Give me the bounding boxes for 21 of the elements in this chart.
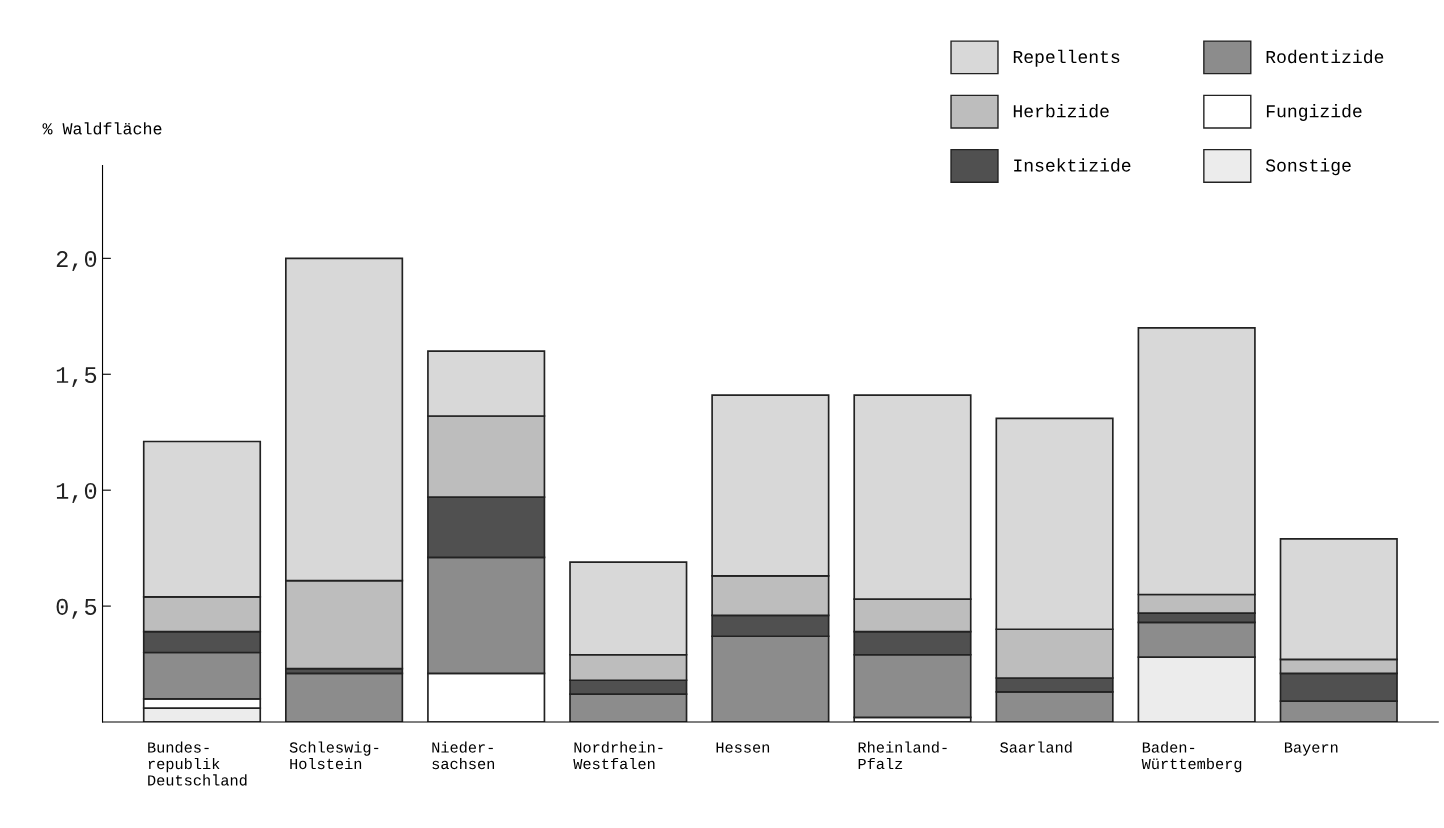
x-tick-label: Schleswig- Holstein <box>289 741 379 770</box>
y-axis-title: % Waldfläche <box>42 122 162 135</box>
x-tick-label: Nieder- sachsen <box>432 741 495 770</box>
legend-label: Herbizide <box>1013 104 1109 118</box>
x-tick-label: Hessen <box>716 742 770 753</box>
bar <box>284 672 404 723</box>
x-tick-label: Bundes- republik Deutschland <box>148 741 247 786</box>
legend-label: Insektizide <box>1014 158 1131 172</box>
y-tick-label: 2,0 <box>56 251 97 272</box>
x-tick-label: Baden- Württemberg <box>1141 741 1242 773</box>
y-tick-label: 0,5 <box>56 598 97 619</box>
legend-label: Fungizide <box>1266 104 1362 121</box>
x-tick-label: Saarland <box>1000 741 1072 753</box>
x-tick-label: Nordrhein- Westfalen <box>573 741 663 770</box>
y-tick-label: 1,0 <box>56 482 97 503</box>
legend-label: Rodentizide <box>1266 49 1384 64</box>
legend-label: Repellents <box>1013 49 1120 67</box>
legend-label: Sonstige <box>1265 158 1351 176</box>
x-tick-label: Rheinland- Pfalz <box>858 741 947 770</box>
y-tick-label: 1,5 <box>56 367 97 387</box>
x-tick-label: Bayern <box>1284 742 1338 756</box>
